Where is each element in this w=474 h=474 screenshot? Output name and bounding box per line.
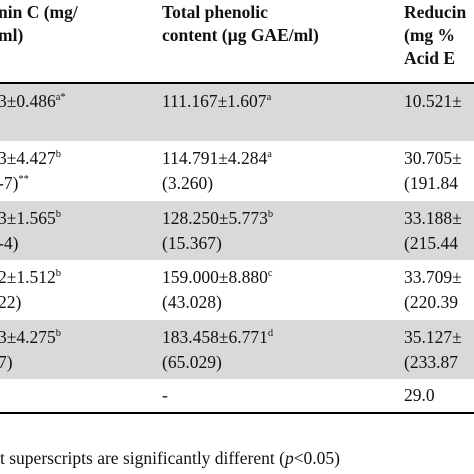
- reducing-percent: (191.84: [404, 173, 458, 193]
- reducing-value: 35.127±: [404, 327, 462, 347]
- table-row: 3±1.565b -4) 128.250±5.773b (15.367) 33.…: [0, 201, 474, 260]
- phenolic-value: 114.791±4.284a: [162, 148, 272, 168]
- col-reducing-header-line3: Acid E: [404, 48, 456, 68]
- footnote-suffix: <0.05): [293, 448, 341, 468]
- table-row: - 29.0: [0, 379, 474, 413]
- reducing-value: 33.709±: [404, 267, 462, 287]
- reducing-percent: (233.87: [404, 352, 458, 372]
- phenolic-value: 183.458±6.771d: [162, 327, 274, 347]
- reducing-percent: (220.39: [404, 292, 458, 312]
- phenolic-value: -: [162, 385, 168, 405]
- vitamin-c-percent: 7): [0, 352, 13, 372]
- phenolic-value: 128.250±5.773b: [162, 208, 274, 228]
- reducing-value: 30.705±: [404, 148, 462, 168]
- phenolic-value: 159.000±8.880c: [162, 267, 273, 287]
- reducing-value: 10.521±: [404, 91, 462, 111]
- col-reducing-header-line2: (mg %: [404, 25, 456, 45]
- vitamin-c-value: 3±4.275b: [0, 327, 61, 347]
- footnote-prefix: t superscripts are significantly differe…: [0, 448, 285, 468]
- header-bottom-rule: [0, 82, 474, 84]
- table-header: nin C (mg/ ml) Total phenolic content (µ…: [0, 0, 474, 80]
- reducing-value: 29.0: [404, 385, 435, 405]
- vitamin-c-value: 3±1.565b: [0, 208, 61, 228]
- vitamin-c-percent: -7)**: [0, 173, 29, 193]
- vitamin-c-percent: -4): [0, 233, 19, 253]
- col-phenolic-header-line2: content (µg GAE/ml): [162, 25, 319, 45]
- col-vitamin-c-header-line2: ml): [0, 25, 24, 45]
- col-phenolic-header-line1: Total phenolic: [162, 2, 268, 22]
- table-row: 3±0.486a* 111.167±1.607a 10.521±: [0, 84, 474, 141]
- phenolic-percent: (15.367): [162, 233, 222, 253]
- table-row: 2±1.512b 22) 159.000±8.880c (43.028) 33.…: [0, 260, 474, 320]
- vitamin-c-value: 3±4.427b: [0, 148, 61, 168]
- phenolic-percent: (65.029): [162, 352, 222, 372]
- vitamin-c-percent: 22): [0, 292, 22, 312]
- phenolic-percent: (3.260): [162, 173, 214, 193]
- vitamin-c-value: 2±1.512b: [0, 267, 61, 287]
- phenolic-percent: (43.028): [162, 292, 222, 312]
- table-row: 3±4.275b 7) 183.458±6.771d (65.029) 35.1…: [0, 320, 474, 379]
- col-reducing-header-line1: Reducin: [404, 2, 467, 22]
- footnote-p-symbol: p: [284, 448, 294, 468]
- table-bottom-rule: [0, 412, 474, 414]
- col-vitamin-c-header-line1: nin C (mg/: [0, 2, 78, 22]
- vitamin-c-value: 3±0.486a*: [0, 91, 66, 111]
- table-footnote: t superscripts are significantly differe…: [0, 447, 474, 469]
- reducing-value: 33.188±: [404, 208, 462, 228]
- reducing-percent: (215.44: [404, 233, 458, 253]
- phenolic-value: 111.167±1.607a: [162, 91, 272, 111]
- table-row: 3±4.427b -7)** 114.791±4.284a (3.260) 30…: [0, 141, 474, 201]
